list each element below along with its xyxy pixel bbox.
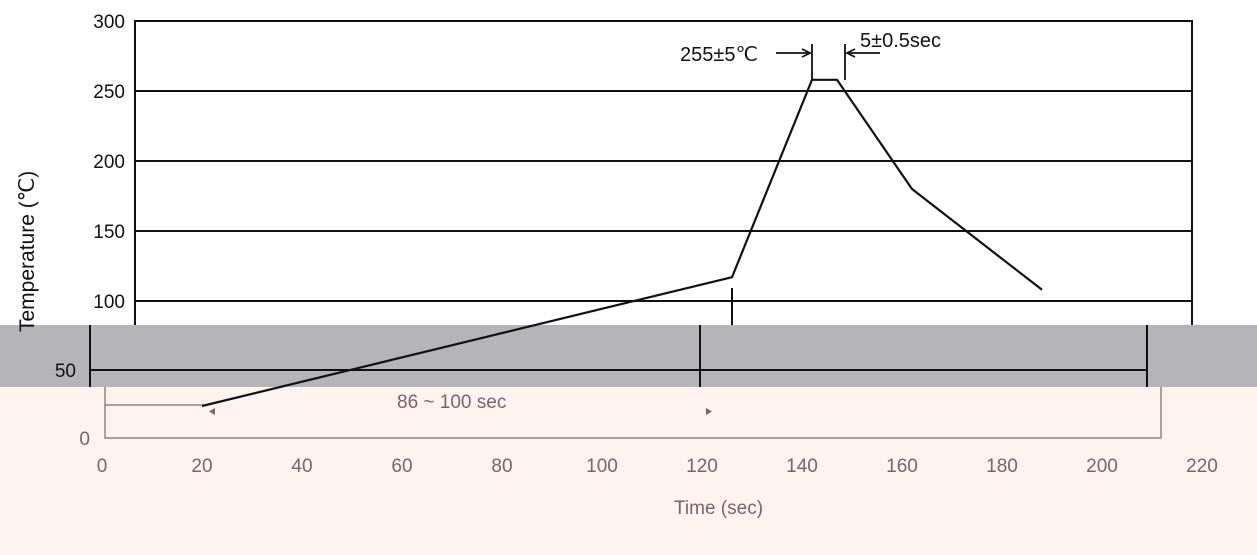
x-tick-0: 0 xyxy=(97,456,108,477)
x-tick-60: 60 xyxy=(391,456,412,477)
y-tick-labels: 0 50 100 150 200 250 300 xyxy=(55,12,125,450)
peak-temp-arrowhead xyxy=(801,48,813,58)
preheat-arrow-left xyxy=(209,408,215,415)
y-tick-150: 150 xyxy=(93,222,125,243)
x-tick-100: 100 xyxy=(586,456,618,477)
preheat-duration-label: 86 ~ 100 sec xyxy=(397,392,506,413)
x-tick-200: 200 xyxy=(1086,456,1118,477)
x-tick-220: 220 xyxy=(1186,456,1218,477)
x-axis-title: Time (sec) xyxy=(674,498,763,519)
preheat-annotation: 86 ~ 100 sec xyxy=(209,392,712,415)
peak-time-arrowhead xyxy=(844,48,856,58)
x-tick-80: 80 xyxy=(491,456,512,477)
peak-time-label: 5±0.5sec xyxy=(860,30,941,52)
x-tick-40: 40 xyxy=(291,456,312,477)
x-tick-160: 160 xyxy=(886,456,918,477)
x-tick-120: 120 xyxy=(686,456,718,477)
y-tick-200: 200 xyxy=(93,152,125,173)
y-tick-100: 100 xyxy=(93,292,125,313)
y-tick-0: 0 xyxy=(79,429,90,450)
temperature-profile-line xyxy=(201,78,1043,408)
grid-lines xyxy=(90,90,1192,371)
middle-gray-band xyxy=(0,325,1257,387)
y-tick-300: 300 xyxy=(93,12,125,33)
y-tick-250: 250 xyxy=(93,82,125,103)
upper-frame xyxy=(134,20,1193,325)
lower-frame xyxy=(104,387,1162,439)
plot-frame xyxy=(89,20,1193,439)
x-tick-labels: 0 20 40 60 80 100 120 140 160 180 200 220 xyxy=(97,456,1218,477)
x-tick-180: 180 xyxy=(986,456,1018,477)
lower-background-band xyxy=(0,387,1257,555)
x-tick-140: 140 xyxy=(786,456,818,477)
peak-temp-label: 255±5℃ xyxy=(680,44,758,66)
preheat-arrow-right xyxy=(706,408,712,415)
x-tick-20: 20 xyxy=(191,456,212,477)
y-tick-50: 50 xyxy=(55,361,76,382)
y-axis-title: Temperature (℃) xyxy=(16,171,39,332)
peak-annotation: 255±5℃ 5±0.5sec xyxy=(680,30,941,80)
